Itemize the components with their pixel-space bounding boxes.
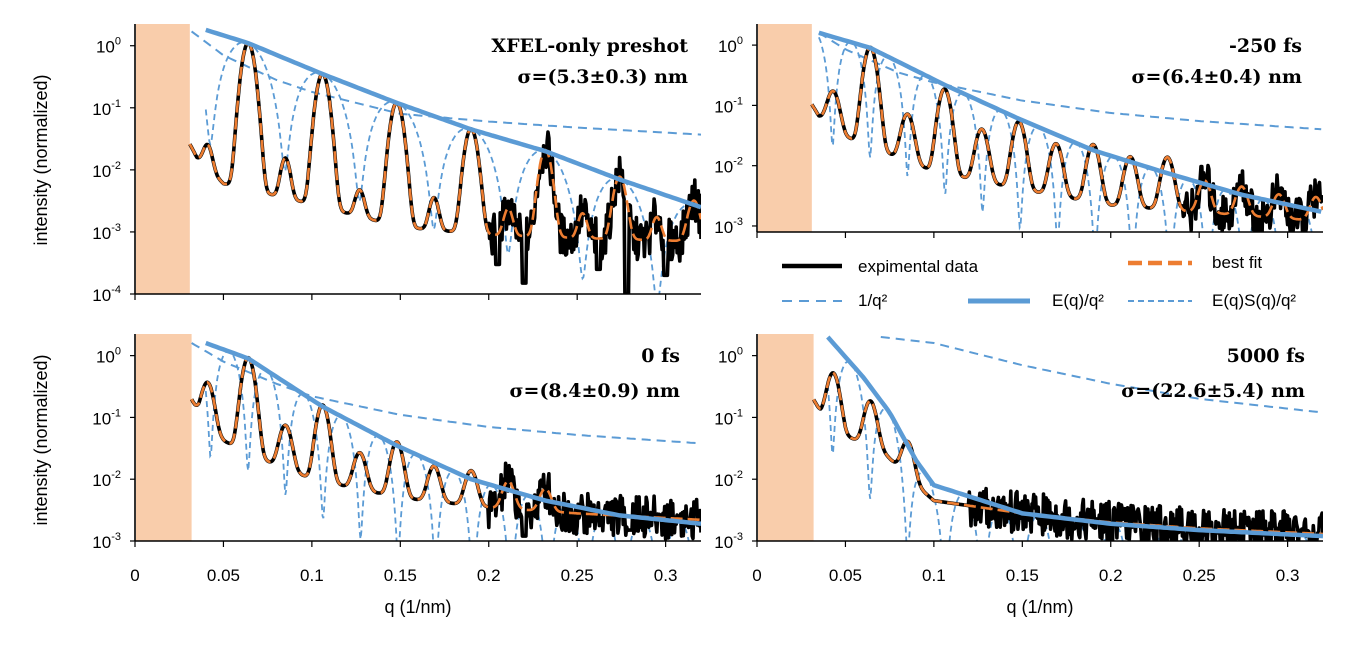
y-tick-label: 10-1 [92,98,121,119]
y-axis-label: intensity (normalized) [31,354,51,525]
y-tick-label: 10-2 [714,469,743,490]
series-best-fit [190,356,701,522]
x-tick-label: 0.25 [561,566,594,585]
series-best-fit [188,41,701,242]
sigma-label: σ=(8.4±0.9) nm [510,380,680,402]
x-tick-label: 0.15 [384,566,417,585]
plot-area [758,334,1323,541]
x-axis-label: q (1/nm) [384,597,451,617]
legend-label-fit: best fit [1212,253,1262,272]
series-envelope-Eq [205,27,701,210]
x-tick-label: 0.2 [477,566,501,585]
y-tick-label: 100 [718,35,743,56]
legend-label-model: E(q)S(q)/q² [1212,291,1296,310]
y-tick-label: 10-1 [714,407,743,428]
plot-area [758,24,1323,232]
x-axis-label: q (1/nm) [1006,597,1073,617]
x-tick-label: 0.1 [300,566,324,585]
masked-region [758,24,812,232]
series-envelope-Eq [205,340,701,527]
y-tick-label: 100 [718,346,743,367]
x-tick-label: 0 [130,566,139,585]
panel-title: 0 fs [641,345,680,367]
plot-area [136,24,701,294]
x-tick-label: 0.1 [922,566,946,585]
y-tick-label: 10-2 [92,469,121,490]
masked-region [758,334,814,541]
y-tick-label: 10-3 [92,222,121,243]
legend-label-reference: 1/q² [858,291,888,310]
series-envelope-Eq [826,335,1323,539]
panel-preshot: 100 10-1 10-2 10-3 10-4 XFEL-only preshot σ=… [31,24,701,305]
series-reference-1-over-q2 [191,342,701,445]
tick-group: 100 10-1 10-2 10-3 [714,35,1289,238]
y-tick-label: 10-3 [714,216,743,237]
series-reference-1-over-q2 [880,336,1323,414]
series-envelope-Eq [818,30,1322,214]
y-tick-label: 10-2 [92,160,121,181]
panel-minus250: 100 10-1 10-2 10-3 -250 fs σ=(6.4±0.4) nm [714,24,1323,238]
masked-region [136,334,192,541]
y-tick-label: 10-1 [714,95,743,116]
y-tick-label: 10-4 [92,284,121,305]
series-model-EqSq [818,36,1313,232]
series-model-EqSq [826,360,1308,541]
y-tick-label: 10-2 [714,156,743,177]
y-tick-label: 10-3 [714,531,743,552]
panel-plus5000: 0 0.05 0.1 0.15 0.2 0.25 0.3 100 10-1 10-2 10-3 50… [714,334,1323,617]
panel-title: -250 fs [1229,35,1302,57]
x-tick-label: 0.3 [1276,566,1300,585]
x-tick-label: 0.3 [654,566,678,585]
y-tick-label: 10-1 [92,407,121,428]
y-tick-label: 10-3 [92,531,121,552]
tick-group: 0 0.05 0.1 0.15 0.2 0.25 0.3 100 10-1 10-2 10-3 [92,346,677,585]
tick-group: 100 10-1 10-2 10-3 10-4 [92,36,667,305]
series-reference-1-over-q2 [818,31,1322,131]
x-tick-label: 0.2 [1099,566,1123,585]
legend-label-envelope: E(q)/q² [1052,291,1104,310]
legend-label-data: expimental data [858,257,979,276]
sigma-label: σ=(5.3±0.3) nm [518,66,688,88]
x-tick-label: 0.15 [1006,566,1039,585]
x-tick-label: 0.25 [1183,566,1216,585]
y-tick-label: 100 [96,346,121,367]
tick-group: 0 0.05 0.1 0.15 0.2 0.25 0.3 100 10-1 10-2 10-3 [714,346,1299,585]
panel-zero: 0 0.05 0.1 0.15 0.2 0.25 0.3 100 10-1 10-2 10-3 0 … [31,334,701,617]
y-tick-label: 100 [96,36,121,57]
x-tick-label: 0 [752,566,761,585]
series-reference-1-over-q2 [190,30,701,136]
y-axis-label: intensity (normalized) [31,74,51,245]
x-tick-label: 0.05 [207,566,240,585]
panel-title: 5000 fs [1227,345,1305,367]
sigma-label: σ=(22.6±5.4) nm [1121,380,1305,402]
panel-title: XFEL-only preshot [491,35,688,57]
sigma-label: σ=(6.4±0.4) nm [1132,66,1302,88]
plot-area [136,334,701,541]
x-tick-label: 0.05 [829,566,862,585]
legend: expimental data best fit 1/q² E(q)/q² E(… [782,253,1296,310]
masked-region [136,24,190,294]
